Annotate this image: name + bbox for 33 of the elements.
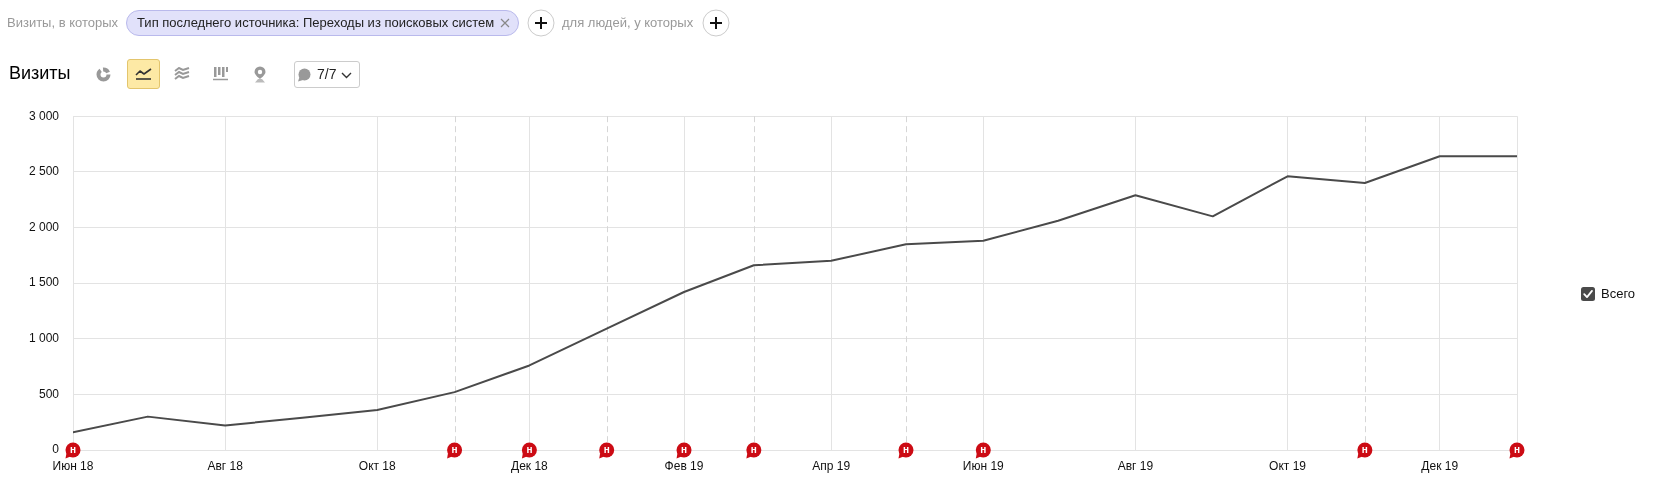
- y-tick-label: 1 500: [28, 275, 60, 290]
- annotation: н: [1361, 444, 1368, 456]
- x-tick-label: Дек 18: [511, 458, 549, 473]
- annotation: н: [526, 444, 533, 456]
- annotation: н: [603, 444, 610, 456]
- y-tick-label: 3 000: [28, 108, 60, 123]
- chart-title: Визиты: [9, 62, 71, 84]
- x-tick-label: Окт 18: [358, 458, 397, 473]
- x-tick-label: Авг 19: [1117, 458, 1154, 473]
- text: 7/7: [317, 66, 337, 83]
- x-tick-label: Фев 19: [664, 458, 704, 473]
- y-tick-label: 1 000: [28, 331, 60, 346]
- text: Визиты, в которых: [7, 15, 119, 31]
- annotation: н: [681, 444, 688, 456]
- x-tick-label: Июн 19: [962, 458, 1005, 473]
- y-tick-label: 2 000: [28, 219, 60, 234]
- x-tick-label: Апр 19: [812, 458, 851, 473]
- text: для людей, у которых: [562, 15, 694, 31]
- text: Тип последнего источника: Переходы из поисковых систем: [137, 15, 495, 31]
- annotation: н: [902, 444, 909, 456]
- y-tick-label: 500: [38, 386, 60, 401]
- annotation: н: [69, 444, 77, 456]
- y-tick-label: 0: [52, 442, 60, 457]
- x-tick-label: Авг 18: [207, 458, 244, 473]
- annotation: н: [750, 444, 757, 456]
- x-tick-label: Июн 18: [52, 458, 94, 473]
- annotation: н: [451, 444, 458, 456]
- y-tick-label: 2 500: [28, 164, 60, 179]
- x-tick-label: Дек 19: [1421, 458, 1459, 473]
- legend-label: Всего: [1601, 286, 1636, 302]
- x-tick-label: Окт 19: [1269, 458, 1307, 473]
- annotation: н: [980, 444, 987, 456]
- annotation: н: [1513, 444, 1521, 456]
